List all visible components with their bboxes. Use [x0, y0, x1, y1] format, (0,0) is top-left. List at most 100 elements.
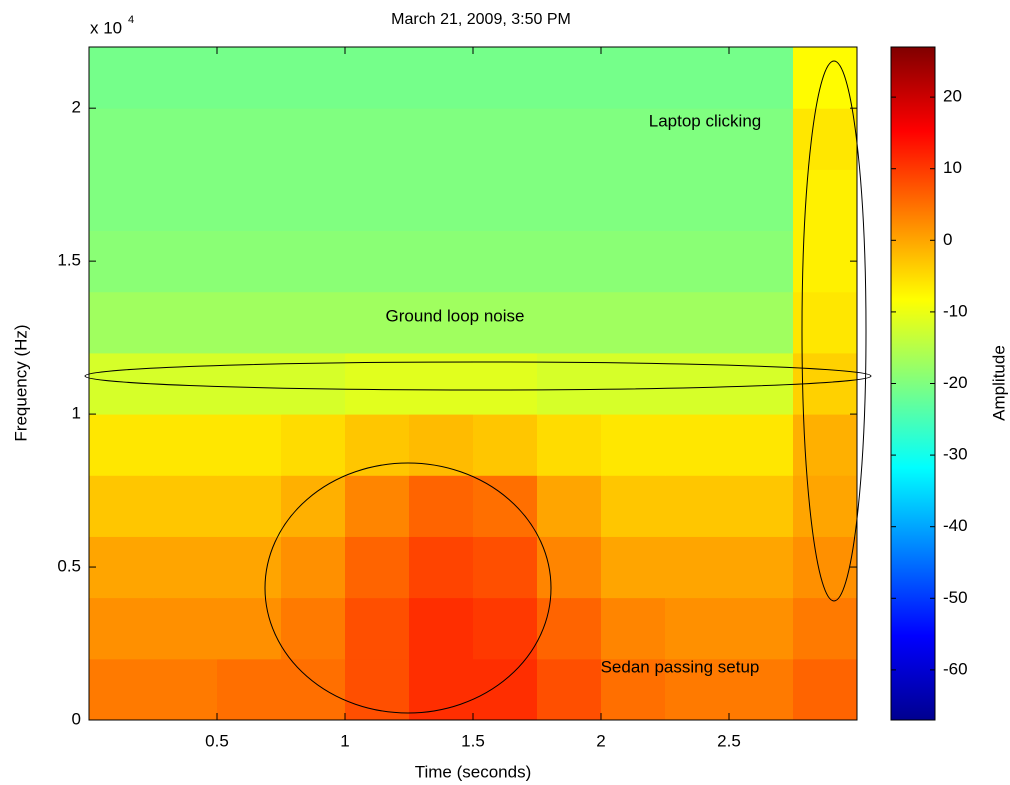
heatmap-cell: [665, 47, 730, 109]
heatmap-cell: [217, 108, 282, 170]
x-tick-label: 0.5: [205, 731, 229, 750]
heatmap-cell: [537, 597, 602, 660]
heatmap-cell: [89, 230, 154, 293]
colorbar-tick-label: -20: [943, 373, 968, 392]
heatmap-cell: [409, 658, 474, 721]
heatmap-cell: [729, 658, 794, 721]
ellipse-laptop: [801, 60, 867, 602]
y-tick-label: 2: [72, 98, 81, 117]
colorbar-tick-label: -10: [943, 301, 968, 320]
heatmap-cell: [217, 230, 282, 293]
heatmap-cell: [217, 597, 282, 660]
heatmap-cell: [217, 291, 282, 354]
heatmap-cell: [601, 291, 666, 354]
heatmap-cell: [217, 475, 282, 537]
heatmap-cell: [601, 352, 666, 415]
heatmap-cell: [537, 291, 602, 354]
colorbar-label: Amplitude: [989, 345, 1008, 421]
heatmap-cell: [345, 352, 410, 415]
heatmap-cell: [665, 597, 730, 660]
heatmap-cell: [601, 47, 666, 109]
colorbar-tick-label: 20: [943, 87, 962, 106]
heatmap-cell: [281, 536, 346, 599]
heatmap-cell: [793, 291, 858, 354]
heatmap-cell: [409, 352, 474, 415]
heatmap-cell: [409, 169, 474, 232]
heatmap-cell: [89, 475, 154, 537]
x-tick-label: 1: [340, 731, 349, 750]
heatmap-cell: [153, 475, 218, 537]
heatmap-cell: [473, 291, 538, 354]
heatmap-cell: [793, 414, 858, 476]
heatmap-cell: [537, 352, 602, 415]
heatmap-cell: [537, 108, 602, 170]
heatmap-cell: [729, 352, 794, 415]
heatmap-cell: [89, 414, 154, 476]
heatmap-cell: [409, 414, 474, 476]
heatmap-cell: [217, 169, 282, 232]
heatmap-cell: [793, 169, 858, 232]
colorbar-tick-label: 0: [943, 230, 952, 249]
heatmap-cell: [537, 169, 602, 232]
heatmap-cell: [217, 536, 282, 599]
heatmap-cell: [601, 475, 666, 537]
heatmap-cell: [89, 47, 154, 109]
heatmap-cell: [89, 169, 154, 232]
heatmap-cell: [153, 291, 218, 354]
heatmap-cell: [345, 108, 410, 170]
heatmap-cell: [665, 352, 730, 415]
heatmap-cell: [217, 352, 282, 415]
heatmap-cell: [153, 536, 218, 599]
heatmap-cell: [793, 475, 858, 537]
heatmap-cell: [537, 536, 602, 599]
heatmap-cell: [281, 414, 346, 476]
heatmap-cell: [473, 230, 538, 293]
heatmap-cell: [345, 414, 410, 476]
heatmap-cell: [409, 536, 474, 599]
heatmap-cell: [345, 291, 410, 354]
y-scale-label: x 10: [90, 18, 122, 37]
heatmap-cell: [729, 47, 794, 109]
heatmap-cell: [281, 597, 346, 660]
ellipse-ground-loop: [84, 361, 872, 391]
heatmap-cell: [793, 47, 858, 109]
heatmap-cell: [793, 536, 858, 599]
colorbar-tick-label: -50: [943, 588, 968, 607]
heatmap-cell: [153, 47, 218, 109]
heatmap-cell: [601, 414, 666, 476]
heatmap-cell: [729, 475, 794, 537]
heatmap-cell: [89, 536, 154, 599]
heatmap-cell: [665, 475, 730, 537]
heatmap-cell: [729, 230, 794, 293]
y-tick-label: 0: [72, 709, 81, 728]
heatmap-cell: [793, 597, 858, 660]
heatmap-cell: [473, 352, 538, 415]
heatmap-cell: [281, 108, 346, 170]
heatmap-cell: [473, 658, 538, 721]
annotation: Sedan passing setup: [601, 657, 760, 676]
heatmap-cell: [281, 658, 346, 721]
y-tick-label: 0.5: [57, 557, 81, 576]
ellipse-sedan: [264, 462, 552, 714]
heatmap-cell: [537, 414, 602, 476]
y-tick-label: 1: [72, 404, 81, 423]
heatmap-cell: [409, 47, 474, 109]
heatmap-cell: [89, 597, 154, 660]
heatmap-cell: [153, 108, 218, 170]
heatmap-cell: [409, 475, 474, 537]
x-tick-label: 1.5: [461, 731, 485, 750]
heatmap-cell: [601, 230, 666, 293]
heatmap-cell: [409, 291, 474, 354]
heatmap-cell: [729, 414, 794, 476]
heatmap-cell: [153, 658, 218, 721]
heatmap-cell: [729, 291, 794, 354]
heatmap-cell: [281, 230, 346, 293]
heatmap-cell: [153, 352, 218, 415]
colorbar-tick-label: -30: [943, 445, 968, 464]
heatmap-cell: [793, 658, 858, 721]
colorbar-tick-label: -60: [943, 659, 968, 678]
y-scale-exponent: 4: [128, 14, 134, 26]
heatmap-cell: [345, 597, 410, 660]
heatmap-cell: [729, 536, 794, 599]
